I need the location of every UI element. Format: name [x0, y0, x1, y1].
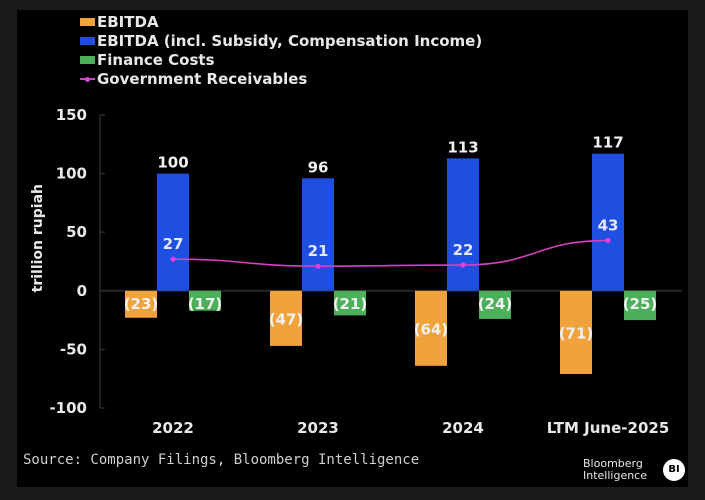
y-tick-label: -100 [49, 399, 87, 417]
bar-ebitda-incl-subsidy-compensation-income [302, 178, 334, 291]
bar-ebitda-incl-subsidy-compensation-income [592, 153, 624, 291]
bar-data-label: (24) [478, 295, 513, 313]
bar-data-label: 117 [592, 134, 623, 152]
bar-finance-costs [334, 290, 366, 316]
bi-badge-icon: BI [663, 459, 685, 481]
bar-data-label: (25) [623, 295, 658, 313]
y-tick-label: 50 [66, 223, 87, 241]
legend: EBITDA EBITDA (incl. Subsidy, Compensati… [80, 12, 482, 88]
bloomberg-intelligence-logo: Bloomberg Intelligence [583, 458, 647, 482]
legend-swatch-government-receivables [80, 75, 95, 83]
bar-finance-costs [624, 290, 656, 321]
y-tick-label: 150 [56, 106, 87, 124]
bar-data-label: (47) [269, 310, 304, 328]
bar-data-label: (17) [188, 295, 223, 313]
legend-swatch-ebitda [80, 17, 95, 26]
brand-line-2: Intelligence [583, 469, 648, 482]
legend-label: EBITDA [97, 12, 159, 31]
legend-label: EBITDA (incl. Subsidy, Compensation Inco… [97, 31, 483, 50]
chart-panel: EBITDA EBITDA (incl. Subsidy, Compensati… [17, 10, 688, 487]
legend-item-government-receivables: Government Receivables [80, 69, 482, 88]
x-tick-label: 2023 [297, 419, 339, 437]
line-data-label: 43 [598, 216, 619, 234]
bar-data-label: (23) [124, 295, 159, 313]
bar-ebitda [270, 290, 302, 346]
legend-label: Government Receivables [97, 69, 308, 88]
bar-data-label: 113 [447, 138, 478, 156]
bar-data-label: (71) [559, 324, 594, 342]
line-data-label: 21 [308, 242, 329, 260]
line-point-government-receivables [460, 262, 466, 268]
bar-finance-costs [189, 290, 221, 311]
bar-ebitda [125, 290, 157, 318]
y-axis-title: trillion rupiah [30, 184, 46, 292]
x-tick-label: LTM June-2025 [547, 419, 670, 437]
x-tick-label: 2022 [152, 419, 194, 437]
bar-ebitda-incl-subsidy-compensation-income [157, 173, 189, 291]
line-government-receivables [172, 239, 609, 267]
source-note: Source: Company Filings, Bloomberg Intel… [23, 452, 420, 468]
bar-data-label: (64) [414, 320, 449, 338]
line-data-label: 27 [163, 235, 184, 253]
y-tick-label: 0 [77, 282, 87, 300]
bar-finance-costs [479, 290, 511, 319]
legend-item-ebitda-incl-subsidy: EBITDA (incl. Subsidy, Compensation Inco… [80, 31, 482, 50]
legend-item-ebitda: EBITDA [80, 12, 482, 31]
bar-ebitda [415, 290, 447, 366]
legend-swatch-ebitda-incl-subsidy [80, 36, 95, 45]
y-tick-label: 100 [56, 165, 87, 183]
bar-data-label: 100 [157, 154, 188, 172]
bar-ebitda [560, 290, 592, 375]
legend-item-finance-costs: Finance Costs [80, 50, 482, 69]
line-point-government-receivables [170, 256, 176, 262]
line-point-government-receivables [605, 237, 611, 244]
line-data-label: 22 [453, 241, 474, 259]
bar-data-label: (21) [333, 295, 368, 313]
line-point-government-receivables [315, 263, 321, 269]
y-tick-label: -50 [60, 340, 87, 358]
bar-ebitda-incl-subsidy-compensation-income [447, 158, 479, 291]
legend-label: Finance Costs [97, 50, 215, 69]
x-tick-label: 2024 [442, 419, 484, 437]
legend-swatch-finance-costs [80, 55, 95, 64]
bar-data-label: 96 [308, 158, 329, 176]
brand-line-1: Bloomberg [583, 457, 643, 470]
